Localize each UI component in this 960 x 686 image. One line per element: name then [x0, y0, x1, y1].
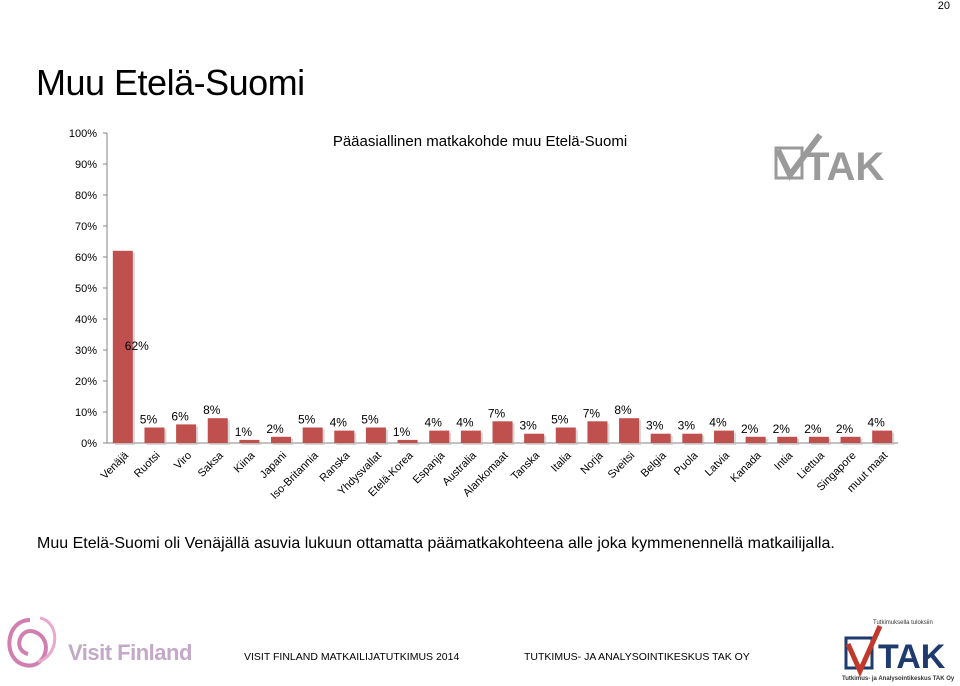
category-label: Saksa [196, 449, 227, 480]
footer-left: VISIT FINLAND MATKAILIJATUTKIMUS 2014 [244, 651, 460, 663]
y-tick-label: 70% [75, 221, 97, 233]
bar-Ruotsi [144, 427, 165, 443]
footer-right: TUTKIMUS- JA ANALYSOINTIKESKUS TAK OY [524, 651, 750, 663]
bar-Puola [682, 433, 703, 443]
bar-Belgia [650, 433, 671, 443]
y-tick-label: 0% [81, 438, 97, 450]
bar-Yhdysvallat [365, 427, 386, 443]
category-label: Italia [549, 449, 575, 475]
data-label: 7% [488, 406, 506, 420]
category-label: Kanada [728, 449, 764, 485]
tak-logo-text: TAK [878, 638, 946, 676]
page-number: 20 [937, 0, 950, 12]
data-label: 5% [140, 413, 158, 427]
bar-Venäjä [112, 250, 133, 443]
bar-shadow [399, 441, 420, 445]
swirl-icon [7, 618, 48, 668]
chart-title: Pääasiallinen matkakohde muu Etelä-Suomi [333, 133, 627, 150]
data-label: 4% [425, 416, 443, 430]
bar-shadow [241, 441, 262, 445]
check-icon [775, 133, 823, 181]
bar-Japani [271, 436, 292, 443]
bar-Etelä-Korea [397, 439, 418, 443]
bar-Intia [777, 436, 798, 443]
category-label: Norja [578, 449, 606, 477]
bar-Saksa [207, 418, 228, 443]
tak-watermark-text: TAK [805, 145, 884, 189]
data-label: 2% [266, 422, 284, 436]
category-label: Venäjä [99, 449, 132, 482]
data-label: 1% [235, 425, 253, 439]
bar-Espanja [429, 430, 450, 443]
category-label: Tanska [509, 449, 543, 483]
red-check-icon [845, 624, 883, 678]
data-label: 4% [868, 416, 886, 430]
category-label: Belgia [639, 449, 670, 480]
data-label: 5% [361, 413, 379, 427]
y-tick-label: 20% [75, 376, 97, 388]
visit-finland-text: Visit Finland [68, 640, 192, 665]
bar-Sveitsi [619, 418, 640, 443]
y-tick-label: 10% [75, 407, 97, 419]
data-label: 3% [519, 419, 537, 433]
data-label: 6% [171, 409, 189, 423]
category-label: Puola [672, 449, 701, 478]
data-label: 8% [614, 403, 632, 417]
visit-finland-logo [7, 616, 57, 668]
category-label: Sveitsi [606, 450, 637, 481]
y-tick-label: 80% [75, 190, 97, 202]
data-label: 4% [330, 416, 348, 430]
data-label: 62% [125, 339, 149, 353]
bar-Ranska [334, 430, 355, 443]
y-tick-label: 40% [75, 314, 97, 326]
y-tick-label: 30% [75, 345, 97, 357]
bar-Norja [587, 421, 608, 443]
data-label: 3% [678, 419, 696, 433]
data-label: 3% [646, 419, 664, 433]
checkbox-icon [774, 146, 804, 180]
y-tick-label: 60% [75, 252, 97, 264]
data-label: 7% [583, 406, 601, 420]
category-label: Intia [772, 449, 796, 473]
y-tick-label: 90% [75, 159, 97, 171]
data-label: 2% [773, 422, 791, 436]
category-label: Kiina [232, 449, 258, 475]
y-tick-label: 50% [75, 283, 97, 295]
bar-Kiina [239, 439, 260, 443]
bar-Singapore [840, 436, 861, 443]
bar-Australia [460, 430, 481, 443]
bar-muut maat [872, 430, 893, 443]
category-label: Latvia [703, 449, 733, 479]
data-label: 8% [203, 403, 221, 417]
page-title: Muu Etelä-Suomi [36, 62, 305, 103]
data-label: 1% [393, 425, 411, 439]
tak-subtitle: Tutkimus- ja Analysointikeskus TAK Oy [842, 676, 955, 682]
bar-Viro [176, 424, 197, 443]
data-label: 5% [298, 413, 316, 427]
bar-Tanska [524, 433, 545, 443]
data-label: 2% [741, 422, 759, 436]
data-label: 4% [456, 416, 474, 430]
bar-Alankomaat [492, 421, 513, 443]
chart-caption: Muu Etelä-Suomi oli Venäjällä asuvia luk… [37, 535, 835, 552]
data-label: 4% [709, 416, 727, 430]
tak-slogan: Tutkimuksella tuloksiin [873, 620, 933, 626]
bar-Iso-Britannia [302, 427, 323, 443]
tak-logo: TAK [844, 624, 946, 678]
bar-Kanada [745, 436, 766, 443]
category-label: Ruotsi [132, 450, 163, 481]
category-label: Viro [172, 450, 194, 472]
bar-Latvia [713, 430, 734, 443]
y-tick-label: 100% [69, 128, 97, 140]
data-label: 5% [551, 413, 569, 427]
bar-Liettua [808, 436, 829, 443]
tak-watermark-logo: TAK [774, 133, 884, 189]
data-label: 2% [836, 422, 854, 436]
bar-Italia [555, 427, 576, 443]
data-label: 2% [804, 422, 822, 436]
